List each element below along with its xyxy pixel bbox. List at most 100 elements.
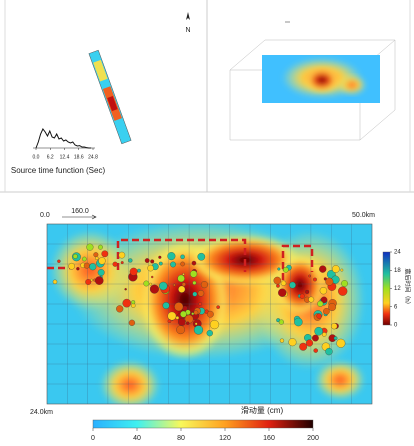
aftershock	[180, 254, 185, 260]
aftershock	[341, 280, 348, 287]
width-label: 24.0km	[30, 409, 53, 416]
slip-colorbar	[92, 419, 314, 429]
stf-tick-label: 0.0	[33, 154, 40, 160]
aftershock	[332, 265, 340, 273]
aftershock	[150, 259, 155, 264]
aftershock	[322, 332, 327, 337]
strike-label: 160.0	[71, 208, 89, 215]
north-label: N	[185, 27, 190, 34]
aftershock	[144, 258, 150, 263]
aftershock	[181, 282, 186, 287]
aftershock	[82, 256, 87, 262]
aftershock	[305, 339, 314, 347]
aftershock	[276, 284, 280, 288]
aftershock	[149, 282, 153, 286]
aftershock	[167, 252, 176, 261]
aftershock	[277, 267, 281, 271]
aftershock	[209, 320, 220, 330]
aftershock	[158, 261, 163, 266]
aftershock	[172, 283, 176, 287]
strike-arrow	[62, 214, 97, 220]
aftershock	[98, 257, 106, 265]
aftershock	[191, 260, 197, 266]
aftershock	[278, 319, 284, 325]
aftershock	[167, 311, 177, 321]
aftershock	[178, 318, 186, 326]
aftershock	[94, 276, 104, 285]
aftershock	[147, 264, 154, 272]
aftershock	[299, 293, 305, 299]
slip-map	[47, 224, 372, 404]
aftershock	[333, 336, 338, 341]
aftershock	[95, 256, 99, 260]
aftershock	[319, 287, 328, 295]
aftershock	[319, 265, 327, 273]
aftershock	[116, 305, 124, 313]
slip-colorbar-tick-label: 0	[91, 435, 95, 442]
aftershock	[93, 252, 99, 258]
aftershock	[170, 261, 176, 268]
aftershock	[192, 280, 197, 285]
aftershock	[316, 313, 322, 319]
stf-tick-label: 18.6	[74, 154, 84, 160]
aftershock	[101, 250, 109, 258]
slip-colorbar-tick-label: 120	[219, 435, 231, 442]
aftershock	[180, 310, 187, 318]
aftershock	[52, 279, 58, 284]
aftershock	[158, 255, 162, 259]
aftershock	[273, 276, 282, 285]
time-colorbar-tick-label: 12	[394, 286, 401, 292]
slip-colorbar-tick-label: 40	[133, 435, 141, 442]
stf-line	[35, 128, 92, 149]
aftershock	[193, 310, 199, 315]
aftershock	[57, 259, 61, 263]
aftershock	[176, 325, 185, 335]
origin-label: 0.0	[40, 212, 50, 219]
aftershock	[200, 281, 208, 289]
aftershock	[328, 303, 337, 311]
aftershock	[97, 269, 105, 276]
source-time-function: 0.0 6.2 12.4 18.6 24.8	[33, 128, 98, 160]
aftershock	[180, 261, 185, 267]
aftershock	[340, 268, 344, 272]
aftershock	[198, 302, 203, 306]
aftershock	[177, 274, 185, 283]
aftershock	[159, 281, 168, 291]
aftershock	[314, 326, 323, 336]
slip-colorbar-tick-label: 160	[263, 435, 275, 442]
aftershock	[289, 281, 296, 289]
aftershock	[85, 279, 92, 285]
aftershock	[128, 319, 136, 326]
aftershock	[280, 280, 287, 286]
aftershock	[89, 263, 97, 271]
aftershock	[184, 314, 194, 324]
aftershock	[313, 348, 318, 353]
stf-title: Source time function (Sec)	[11, 166, 106, 175]
time-colorbar	[382, 251, 391, 326]
aftershock	[191, 312, 195, 316]
aftershock	[143, 280, 150, 287]
aftershock	[131, 300, 136, 305]
aftershock	[279, 338, 285, 343]
aftershock	[68, 262, 75, 270]
slip-colorbar-tick-label: 200	[307, 435, 319, 442]
aftershock	[122, 298, 132, 308]
aftershock	[72, 253, 78, 259]
stf-tick-label: 12.4	[60, 154, 70, 160]
aftershock	[312, 334, 319, 342]
stf-tick-label: 24.8	[88, 154, 98, 160]
time-colorbar-label: 震后时间（h）	[403, 268, 411, 307]
slip-colorbar-tick-label: 80	[177, 435, 185, 442]
north-arrow	[186, 12, 190, 20]
aftershock	[325, 277, 334, 286]
aftershock	[336, 338, 346, 348]
aftershock	[216, 305, 220, 309]
time-colorbar-tick-label: 18	[394, 268, 401, 274]
aftershock	[118, 251, 126, 259]
aftershock	[299, 342, 308, 351]
aftershock	[128, 258, 133, 263]
aftershock	[186, 321, 190, 325]
aftershock	[167, 319, 172, 324]
aftershock	[182, 273, 185, 276]
